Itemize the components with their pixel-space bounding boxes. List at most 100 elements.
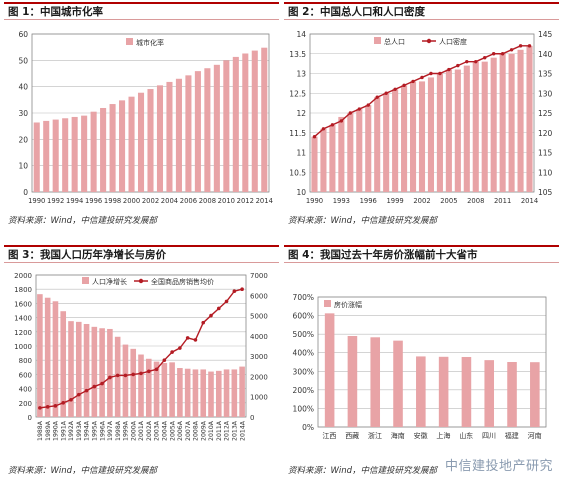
bar <box>409 81 417 192</box>
bar <box>251 50 258 193</box>
x-tick-label: 安徽 <box>414 431 428 440</box>
y-left-tick-label: 1200 <box>14 329 32 337</box>
legend-label: 总人口 <box>384 37 405 46</box>
bar <box>33 122 40 192</box>
line-point <box>465 59 469 64</box>
y-tick-label: 400% <box>293 349 314 358</box>
x-tick-label: 2002 <box>142 197 159 205</box>
x-tick-label: 2001A <box>138 420 145 441</box>
plot-frame <box>317 296 547 428</box>
bar <box>416 356 426 427</box>
bar <box>71 116 78 192</box>
bar <box>530 362 540 427</box>
bar <box>231 369 238 417</box>
x-tick-label: 2000A <box>130 420 137 441</box>
legend-label: 全国商品房销售均价 <box>151 277 214 286</box>
line-point <box>402 83 406 88</box>
bar <box>44 297 51 417</box>
bar <box>261 47 268 193</box>
bar <box>370 337 381 427</box>
bar <box>338 116 345 192</box>
x-tick-label: 浙江 <box>368 431 382 440</box>
y-left-tick-label: 13.5 <box>289 50 306 59</box>
y-tick-label: 20 <box>18 135 28 144</box>
y-left-tick-label: 1000 <box>14 343 32 351</box>
bar <box>223 60 230 193</box>
bar <box>185 75 192 192</box>
y-tick-label: 200% <box>293 386 314 395</box>
bar <box>438 356 449 427</box>
province-price-chart: 0% 100% 200% 300% 400% 500% 600% 700% 江西 西藏 浙江 海南 安徽… <box>293 293 547 440</box>
bar <box>242 53 249 192</box>
line-point <box>115 373 120 378</box>
x-tick-label: 1996 <box>85 197 102 205</box>
x-tick-label: 2004 <box>161 197 178 205</box>
x-tick-label: 四川 <box>482 432 496 440</box>
y-tick-label: 600% <box>293 312 314 321</box>
x-tick-label: 1997A <box>107 420 114 441</box>
line-point <box>193 338 198 342</box>
bar <box>52 301 59 417</box>
x-tick-label: 1990 <box>306 197 323 205</box>
bar <box>107 328 113 417</box>
bar <box>324 313 335 427</box>
x-tick-label: 1988A <box>37 420 44 441</box>
x-tick-label: 2006 <box>180 197 197 205</box>
line-point <box>429 71 433 76</box>
x-tick-label: 2005A <box>169 420 176 441</box>
line-point <box>216 306 221 311</box>
line-point <box>456 63 460 68</box>
bar <box>454 69 461 192</box>
legend-marker <box>138 278 144 284</box>
x-tick-label: 1990 <box>28 197 45 205</box>
y-right-tick-label: 115 <box>538 149 553 158</box>
bar <box>490 57 497 193</box>
x-tick-label: 2006A <box>177 420 184 441</box>
x-tick-label: 2007A <box>185 420 192 441</box>
y-tick-label: 0 <box>23 188 28 197</box>
bar <box>383 93 390 192</box>
y-right-tick-label: 6000 <box>250 292 268 300</box>
line-point <box>375 95 379 99</box>
line-point <box>339 119 344 123</box>
line-point <box>357 107 361 111</box>
bar <box>508 53 515 192</box>
x-tick-label: 2002 <box>413 197 430 205</box>
bar <box>484 360 495 427</box>
bar <box>365 105 372 192</box>
y-left-tick-label: 10.5 <box>289 168 306 177</box>
x-tick-label: 2003A <box>154 420 161 441</box>
legend-swatch <box>126 38 133 45</box>
y-left-tick-label: 11 <box>296 149 306 158</box>
bar <box>311 136 318 192</box>
bar <box>393 340 403 427</box>
bar <box>90 111 97 192</box>
x-tick-label: 1989A <box>45 420 52 441</box>
x-tick-label: 1999A <box>123 420 130 441</box>
bar <box>145 358 152 417</box>
bar <box>122 344 129 417</box>
panel-title: 图 1：中国城市化率 <box>4 2 279 20</box>
line-point <box>178 346 182 350</box>
y-right-tick-label: 2000 <box>250 373 268 381</box>
line-point <box>108 375 112 380</box>
panel-title: 图 2：中国总人口和人口密度 <box>284 2 559 20</box>
bar <box>213 64 220 192</box>
line-point <box>509 48 514 52</box>
line-point <box>232 289 237 294</box>
y-tick-label: 10 <box>18 162 28 171</box>
bar <box>223 369 230 417</box>
y-left-tick-label: 12.5 <box>289 89 306 98</box>
y-left-tick-label: 600 <box>19 371 32 379</box>
y-right-tick-label: 7000 <box>250 272 268 280</box>
bar <box>329 124 336 192</box>
y-right-tick-label: 0 <box>250 414 254 422</box>
bar <box>463 65 470 192</box>
bar <box>215 370 222 417</box>
bar <box>128 96 135 192</box>
line-point <box>411 79 415 84</box>
line-point <box>393 87 397 91</box>
y-left-tick-label: 400 <box>19 386 32 394</box>
bar <box>401 85 408 192</box>
y-tick-label: 500% <box>293 330 314 339</box>
